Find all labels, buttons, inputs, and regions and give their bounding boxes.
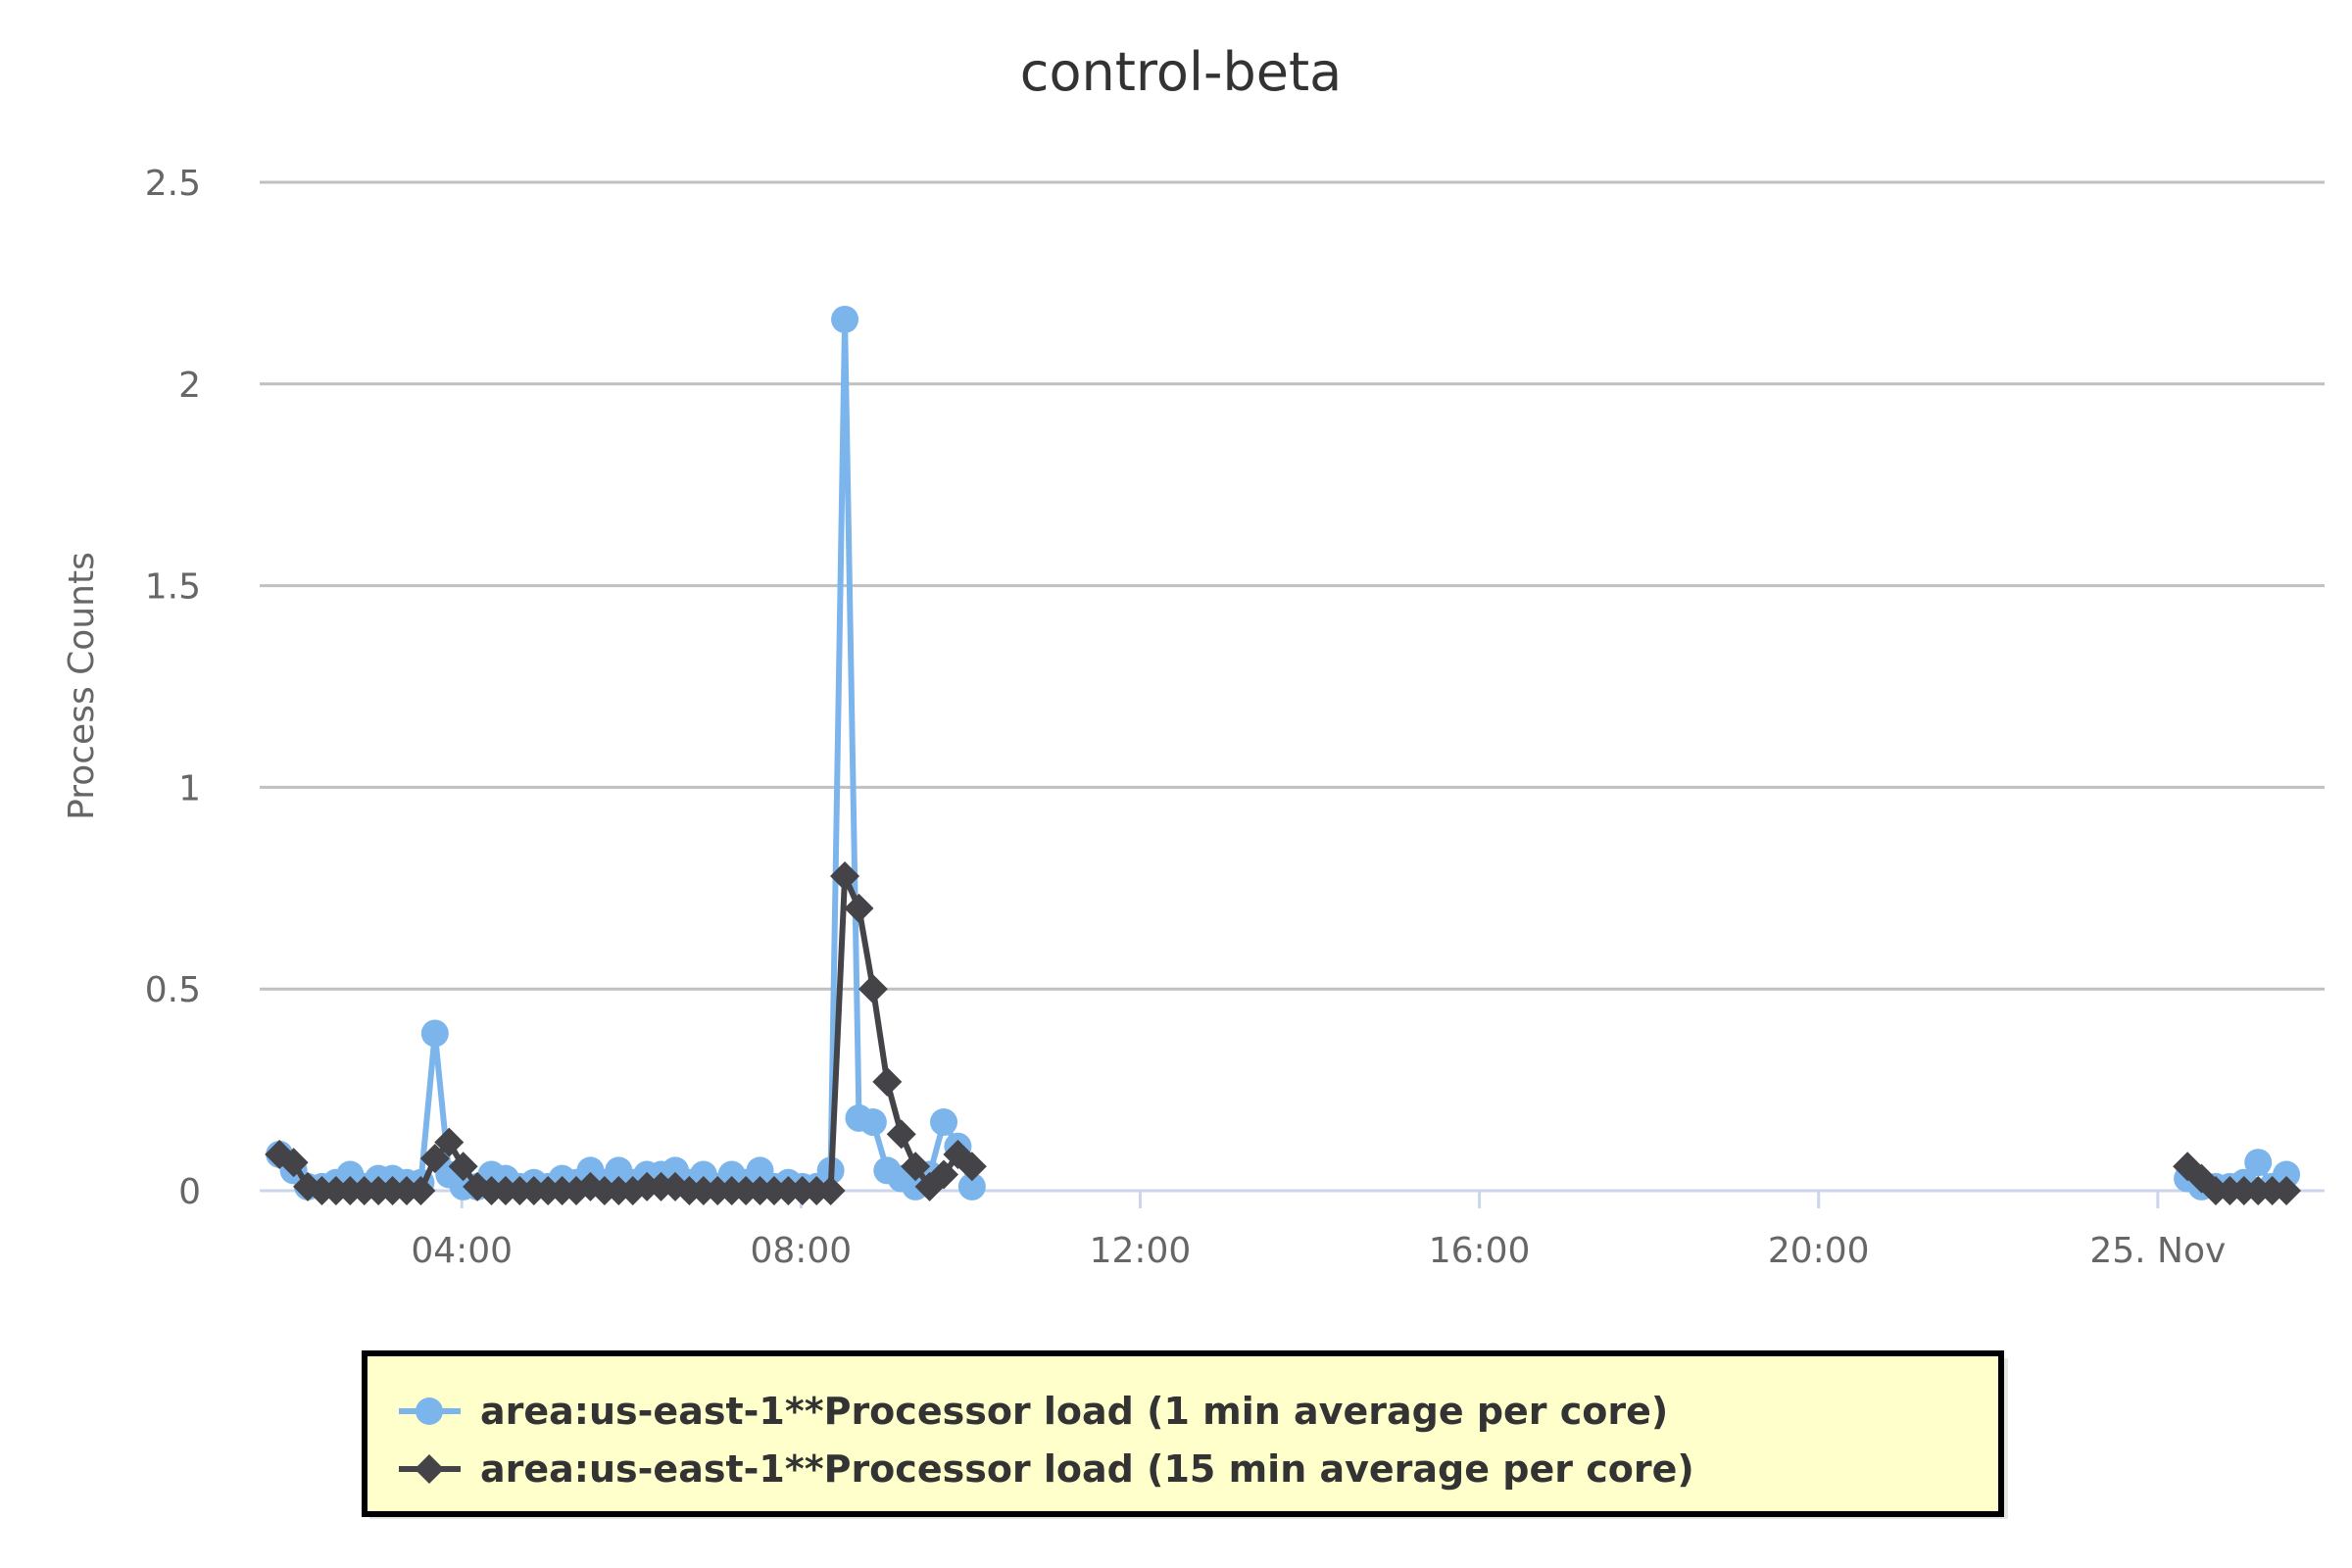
series-2-point [858, 974, 888, 1004]
grid-lines [260, 180, 2325, 991]
y-tick-label: 1.5 [145, 567, 201, 608]
series-2-point [901, 1152, 931, 1182]
series-2 [265, 860, 2302, 1205]
x-tick-label: 12:00 [1090, 1231, 1192, 1271]
series-2-point [278, 1148, 309, 1178]
legend-item-1[interactable]: area:us-east-1**Processor load (1 min av… [399, 1390, 1668, 1433]
series-2-point [830, 860, 860, 891]
series-1-point [831, 305, 859, 333]
legend-item-2[interactable]: area:us-east-1**Processor load (15 min a… [399, 1447, 1694, 1491]
series-2-point [886, 1119, 916, 1150]
series-1-point [420, 1019, 449, 1048]
series-2-point [419, 1144, 450, 1174]
series-2-point [815, 1176, 846, 1205]
y-tick-label: 2 [178, 366, 201, 406]
legend-symbol-marker [415, 1454, 444, 1484]
series-layer [265, 305, 2302, 1205]
series-1-point [957, 1172, 986, 1200]
series-2-point [929, 1159, 959, 1190]
series-2-line [276, 873, 975, 1194]
x-tick-label: 08:00 [750, 1231, 852, 1271]
legend-label: area:us-east-1**Processor load (1 min av… [480, 1390, 1668, 1433]
legend[interactable]: area:us-east-1**Processor load (1 min av… [362, 1350, 2008, 1519]
y-axis-ticks: 0 0.5 1 1.5 2 2.5 [145, 164, 201, 1212]
series-1-point [858, 1108, 887, 1137]
x-tick-label: 25. Nov [2089, 1231, 2226, 1271]
series-2-point [2272, 1176, 2302, 1205]
y-axis-label: Process Counts [62, 552, 102, 820]
legend-box [362, 1350, 2004, 1517]
series-2-point [872, 1066, 903, 1097]
series-1-line [276, 316, 975, 1190]
series-2-point [844, 893, 874, 923]
y-tick-label: 0 [178, 1172, 201, 1212]
chart-title: control-beta [1020, 41, 1342, 103]
x-tick-label: 16:00 [1429, 1231, 1531, 1271]
series-1-point [2244, 1149, 2273, 1177]
series-2-point [406, 1176, 436, 1205]
y-tick-label: 1 [178, 768, 201, 808]
x-axis: 04:00 08:00 12:00 16:00 20:00 25. Nov [260, 1189, 2325, 1271]
x-tick-label: 20:00 [1768, 1231, 1870, 1271]
y-tick-label: 2.5 [145, 164, 201, 204]
series-1-point [930, 1108, 958, 1137]
x-tick-label: 04:00 [411, 1231, 513, 1271]
series-2-point [448, 1152, 478, 1182]
series-1-point [2273, 1160, 2301, 1189]
series-2-point [434, 1127, 465, 1157]
legend-symbol-marker [416, 1397, 443, 1425]
series-2-point [956, 1152, 987, 1182]
legend-label: area:us-east-1**Processor load (15 min a… [480, 1447, 1694, 1491]
y-tick-label: 0.5 [145, 970, 201, 1010]
series-1 [266, 305, 2301, 1200]
